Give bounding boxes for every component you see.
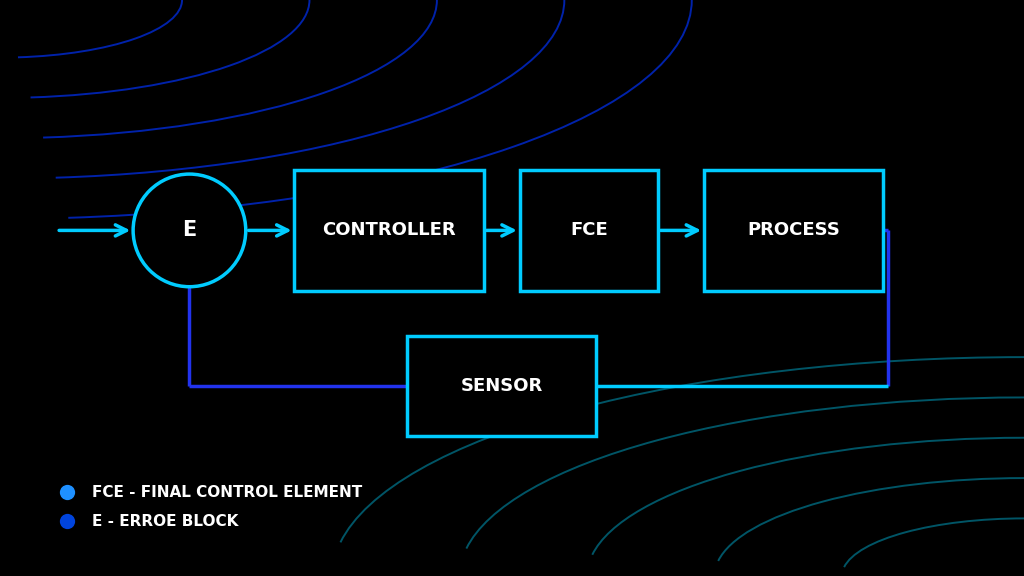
FancyBboxPatch shape	[407, 335, 596, 437]
Text: FCE - FINAL CONTROL ELEMENT: FCE - FINAL CONTROL ELEMENT	[92, 485, 362, 500]
FancyBboxPatch shape	[705, 170, 883, 291]
Ellipse shape	[133, 174, 246, 287]
Text: PROCESS: PROCESS	[748, 221, 840, 240]
FancyBboxPatch shape	[295, 170, 483, 291]
Text: E - ERROE BLOCK: E - ERROE BLOCK	[92, 514, 239, 529]
Text: SENSOR: SENSOR	[461, 377, 543, 395]
Text: CONTROLLER: CONTROLLER	[323, 221, 456, 240]
Text: E: E	[182, 221, 197, 240]
FancyBboxPatch shape	[519, 170, 657, 291]
Text: FCE: FCE	[570, 221, 607, 240]
